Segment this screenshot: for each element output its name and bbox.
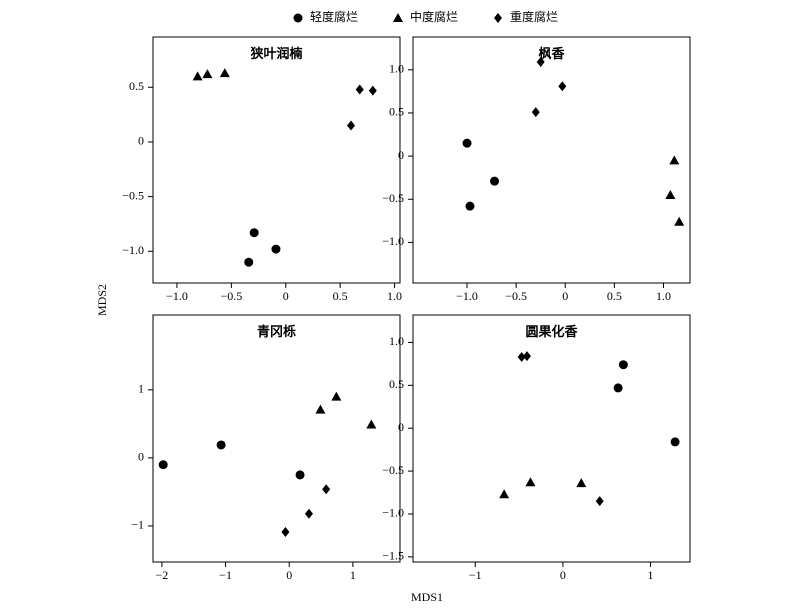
plot-frame	[152, 36, 401, 284]
point	[522, 351, 531, 362]
y-tick-label: −0.5	[382, 463, 404, 477]
x-axis-label: MDS1	[411, 590, 443, 604]
legend-label: 重度腐烂	[510, 9, 558, 24]
point	[462, 138, 472, 148]
y-tick-label: 0	[398, 148, 404, 162]
point	[347, 120, 356, 131]
point	[295, 470, 305, 480]
y-tick-label: −1.0	[122, 243, 144, 257]
x-tick-label: −2	[156, 568, 169, 582]
point	[244, 257, 254, 267]
point	[281, 527, 290, 538]
point	[670, 437, 680, 447]
panel-title: 青冈栎	[257, 324, 296, 339]
y-axis-label: MDS2	[95, 284, 109, 316]
point	[499, 489, 510, 499]
legend-label: 中度腐烂	[410, 9, 458, 24]
y-tick-label: −1.0	[382, 506, 404, 520]
point	[490, 176, 500, 186]
point	[219, 68, 230, 78]
point	[331, 391, 342, 401]
legend-marker	[494, 13, 502, 23]
point	[525, 477, 536, 487]
point	[517, 352, 526, 363]
point	[465, 201, 475, 211]
y-tick-label: 1.0	[389, 334, 404, 348]
y-tick-label: 0.5	[389, 105, 404, 119]
y-tick-label: 0.5	[389, 377, 404, 391]
point	[536, 57, 545, 68]
point	[249, 228, 259, 238]
legend-marker	[393, 13, 403, 22]
x-tick-label: −1.0	[166, 289, 188, 303]
x-tick-label: −1	[219, 568, 232, 582]
y-tick-label: 0	[138, 134, 144, 148]
point	[216, 440, 226, 450]
panel-title: 狭叶润楠	[249, 46, 302, 61]
point	[576, 478, 587, 488]
x-tick-label: 0	[560, 568, 566, 582]
y-tick-label: 1.0	[389, 62, 404, 76]
legend-marker	[293, 13, 303, 23]
point	[322, 484, 331, 495]
point	[271, 244, 281, 254]
x-tick-label: 1.0	[387, 289, 402, 303]
point	[674, 216, 685, 226]
point	[665, 189, 676, 199]
point	[366, 419, 377, 429]
point	[613, 383, 623, 393]
legend-label: 轻度腐烂	[310, 9, 358, 24]
plot-frame	[152, 314, 401, 563]
point	[158, 460, 168, 470]
plot-frame	[412, 36, 691, 284]
panel-title: 圆果化香	[525, 324, 578, 339]
panel-title: 枫香	[538, 46, 565, 61]
x-tick-label: −0.5	[505, 289, 527, 303]
point	[618, 360, 628, 370]
x-tick-label: 0.5	[333, 289, 348, 303]
point	[202, 69, 213, 79]
y-tick-label: 0.5	[129, 79, 144, 93]
point	[315, 404, 326, 414]
x-tick-label: 0	[286, 568, 292, 582]
x-tick-label: 0.5	[607, 289, 622, 303]
y-tick-label: −0.5	[382, 191, 404, 205]
x-tick-label: 0	[283, 289, 289, 303]
x-tick-label: 1.0	[656, 289, 671, 303]
y-tick-label: 0	[398, 420, 404, 434]
x-tick-label: 1	[350, 568, 356, 582]
plot-frame	[412, 314, 691, 563]
point	[669, 155, 680, 165]
x-tick-label: −0.5	[220, 289, 242, 303]
y-tick-label: 0	[138, 450, 144, 464]
point	[355, 84, 364, 95]
y-tick-label: −0.5	[122, 188, 144, 202]
point	[558, 81, 567, 92]
point	[192, 71, 203, 81]
y-tick-label: −1	[131, 518, 144, 532]
point	[304, 508, 313, 519]
y-tick-label: −1.5	[382, 549, 404, 563]
x-tick-label: 0	[562, 289, 568, 303]
point	[531, 107, 540, 118]
x-tick-label: −1	[469, 568, 482, 582]
y-tick-label: 1	[138, 382, 144, 396]
point	[595, 496, 604, 507]
point	[368, 85, 377, 96]
y-tick-label: −1.0	[382, 234, 404, 248]
x-tick-label: −1.0	[456, 289, 478, 303]
x-tick-label: 1	[648, 568, 654, 582]
